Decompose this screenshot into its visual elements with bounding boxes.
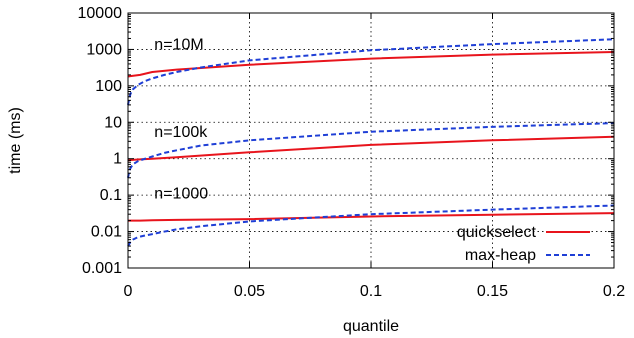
series-line-quickselect-n-10M [127, 51, 615, 78]
x-tick-label: 0.1 [360, 283, 382, 300]
x-tick-label: 0.2 [603, 283, 625, 300]
x-tick-label: 0.05 [234, 283, 265, 300]
series-line-max-heap-n-10M [127, 38, 615, 106]
series-lines [127, 38, 615, 247]
y-tick-label: 0.1 [100, 187, 122, 204]
x-axis-label: quantile [343, 318, 399, 335]
axis-ticks: 0 0.05 0.1 0.15 0.2 0.001 0.01 0.1 1 10 100 1000 100… [78, 5, 626, 300]
series-line-max-heap-n-1000 [127, 204, 615, 247]
series-line-quickselect-n-100k [127, 135, 615, 162]
y-tick-label: 0.01 [91, 224, 122, 241]
legend-label: max-heap [465, 247, 536, 264]
y-tick-label: 100 [95, 78, 122, 95]
group-annotation: n=10M [154, 36, 203, 53]
series-line-quickselect-n-1000 [128, 212, 615, 222]
grid [128, 13, 614, 268]
y-tick-label: 1 [113, 151, 122, 168]
y-tick-label: 1000 [86, 41, 122, 58]
x-tick-label: 0.15 [477, 283, 508, 300]
y-tick-label: 10 [104, 114, 122, 131]
group-annotation: n=100k [154, 124, 208, 141]
x-tick-label: 0 [124, 283, 133, 300]
y-axis-label: time (ms) [7, 107, 24, 174]
legend: quickselect max-heap [457, 224, 590, 264]
y-tick-label: 10000 [78, 5, 123, 22]
legend-label: quickselect [457, 224, 537, 241]
series-line-max-heap-n-100k [127, 122, 615, 178]
group-annotation: n=1000 [154, 186, 208, 203]
y-tick-label: 0.001 [82, 260, 122, 277]
annotations: n=10M n=100k n=1000 [154, 36, 208, 202]
